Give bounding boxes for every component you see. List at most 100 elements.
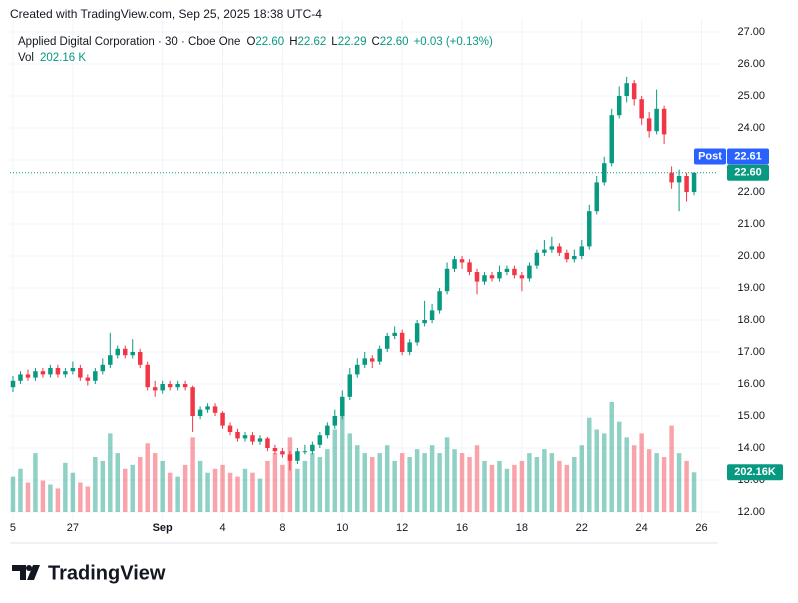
candle-body bbox=[452, 259, 457, 269]
o-value: 22.60 bbox=[255, 36, 284, 48]
volume-bar bbox=[616, 421, 622, 512]
volume-bar bbox=[302, 460, 308, 512]
logo: TradingView bbox=[12, 562, 166, 584]
candle-body bbox=[474, 272, 480, 282]
candle-body bbox=[437, 291, 442, 311]
candle-body bbox=[691, 172, 697, 192]
volume-bar bbox=[93, 457, 98, 512]
candle-body bbox=[55, 368, 61, 375]
volume-bar bbox=[295, 468, 300, 512]
volume-bar bbox=[512, 464, 517, 512]
volume-bar bbox=[85, 486, 91, 512]
volume-bar bbox=[190, 437, 195, 512]
candle-body bbox=[355, 364, 360, 375]
candle-body bbox=[527, 265, 532, 279]
post-label: Post bbox=[698, 150, 722, 162]
volume-bar bbox=[137, 457, 143, 512]
plot: 12.0013.0014.0015.0016.0017.0018.0019.00… bbox=[10, 20, 783, 534]
candle-body bbox=[190, 387, 195, 416]
volume-bar bbox=[48, 484, 53, 512]
x-tick-label: 22 bbox=[576, 522, 588, 534]
change: +0.03 (+0.13%) bbox=[414, 36, 493, 48]
candle-body bbox=[384, 336, 390, 349]
candle-body bbox=[534, 252, 540, 266]
candle-body bbox=[93, 371, 98, 381]
h-value: 22.62 bbox=[298, 36, 327, 48]
volume-bar bbox=[601, 433, 607, 512]
volume-bar bbox=[587, 417, 592, 512]
volume-bar bbox=[527, 453, 532, 512]
candle-body bbox=[70, 368, 76, 372]
candle-body bbox=[459, 259, 465, 263]
candle-body bbox=[422, 320, 427, 324]
volume-bar bbox=[55, 488, 61, 512]
volume-bar bbox=[504, 468, 510, 512]
volume-bar bbox=[167, 472, 173, 512]
candle-body bbox=[220, 412, 225, 426]
logo-icon bbox=[12, 565, 40, 580]
candle-body bbox=[280, 451, 285, 455]
x-tick-label: 4 bbox=[219, 522, 225, 534]
volume-bar bbox=[212, 468, 218, 512]
candle-body bbox=[631, 83, 637, 100]
volume-bar bbox=[399, 453, 405, 512]
h-label: H bbox=[289, 36, 297, 48]
candle-body bbox=[444, 268, 450, 292]
volume-bar bbox=[631, 445, 637, 512]
candle-body bbox=[564, 252, 570, 260]
volume-bar bbox=[407, 457, 412, 512]
volume-bar bbox=[377, 453, 382, 512]
x-tick-label: 5 bbox=[10, 522, 16, 534]
candle-body bbox=[646, 118, 652, 132]
candle-body bbox=[497, 272, 502, 279]
volume-bar bbox=[160, 460, 165, 512]
post-price-label: 22.61 bbox=[734, 150, 762, 162]
volume-bar bbox=[497, 460, 502, 512]
candle-body bbox=[467, 262, 472, 272]
vol-label: Vol bbox=[18, 52, 34, 64]
candle-body bbox=[242, 435, 248, 439]
candle-body bbox=[325, 425, 330, 436]
candle-body bbox=[123, 348, 128, 356]
x-tick-label: 26 bbox=[695, 522, 707, 534]
candle-body bbox=[78, 368, 83, 378]
x-tick-label: 24 bbox=[636, 522, 648, 534]
logo-dot bbox=[26, 565, 32, 571]
candle-body bbox=[115, 348, 121, 356]
volume-bar bbox=[691, 472, 697, 512]
volume-bar bbox=[70, 472, 76, 512]
y-tick-label: 24.00 bbox=[737, 122, 765, 134]
candle-body bbox=[639, 99, 644, 119]
candle-body bbox=[295, 451, 300, 461]
post-tag bbox=[694, 148, 726, 165]
last-price-label: 22.60 bbox=[734, 167, 762, 179]
x-tick-label: 27 bbox=[67, 522, 79, 534]
legend-line: Applied Digital Corporation · 30 · Cboe … bbox=[18, 36, 493, 48]
candle-body bbox=[587, 211, 592, 247]
volume-bar bbox=[392, 460, 397, 512]
y-tick-label: 21.00 bbox=[737, 218, 765, 230]
volume-bar bbox=[676, 453, 682, 512]
post-price-tag bbox=[727, 148, 769, 165]
last-price-tag bbox=[727, 164, 769, 181]
volume-bar bbox=[414, 449, 420, 512]
volume-bar bbox=[265, 460, 270, 512]
candle-body bbox=[377, 348, 382, 362]
x-tick-label: 12 bbox=[396, 522, 408, 534]
x-tick-label: 16 bbox=[456, 522, 468, 534]
candle-body bbox=[25, 374, 31, 378]
candle-body bbox=[579, 246, 585, 256]
logo-text: TradingView bbox=[48, 562, 166, 584]
volume-bar bbox=[549, 453, 555, 512]
c-label: C bbox=[371, 36, 379, 48]
volume-bar bbox=[347, 433, 353, 512]
volume-bar bbox=[624, 437, 629, 512]
candle-body bbox=[175, 384, 180, 388]
candle-body bbox=[504, 268, 510, 272]
volume-bar bbox=[197, 460, 203, 512]
vol-value: 202.16 K bbox=[40, 52, 86, 64]
volume-bar bbox=[145, 443, 150, 512]
volume-bar bbox=[317, 457, 323, 512]
candle-body bbox=[624, 83, 629, 96]
